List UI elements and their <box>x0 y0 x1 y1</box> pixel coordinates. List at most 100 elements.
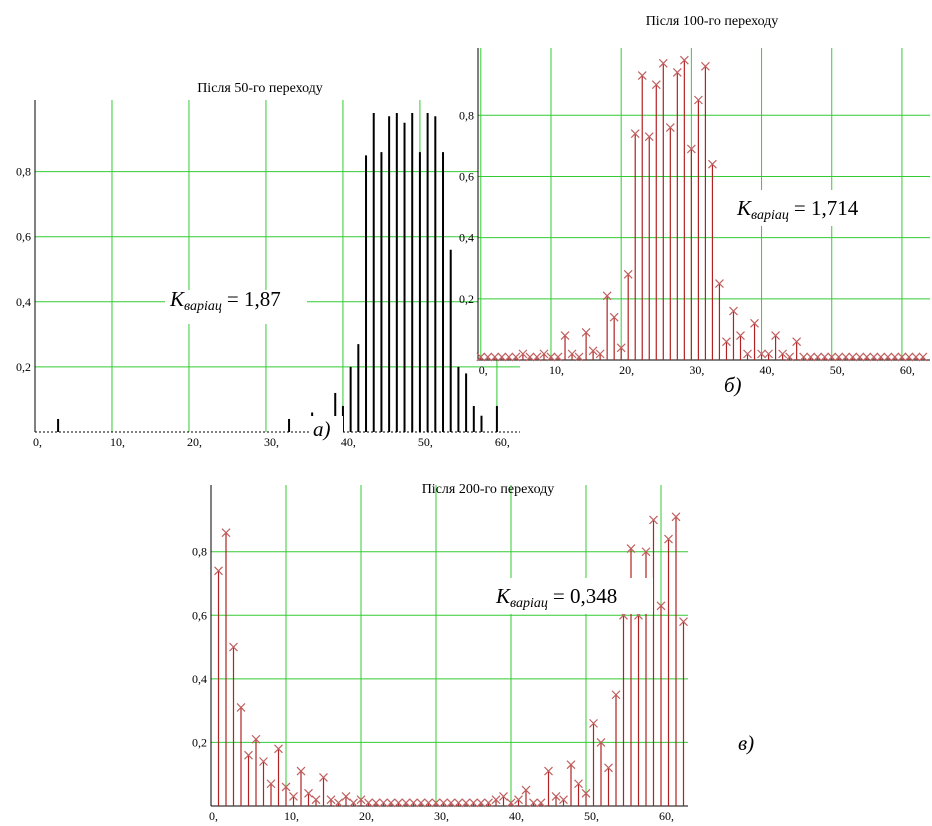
stem-marker <box>349 798 358 808</box>
stem-marker <box>461 798 471 808</box>
annotation-subscript: варіац <box>510 596 548 611</box>
annotation-value: = 0,348 <box>553 584 617 608</box>
stem-marker <box>506 798 516 808</box>
stem-marker <box>869 352 879 362</box>
annotation-box <box>478 578 653 614</box>
x-tick-label: 30, <box>434 809 449 823</box>
stem-marker <box>890 352 900 362</box>
stem-marker <box>439 798 448 808</box>
stem-marker <box>401 798 411 808</box>
stem-marker <box>799 352 809 362</box>
stem-marker <box>559 795 568 805</box>
chart-title: Після 200-го переходу <box>422 482 555 497</box>
stem-marker <box>686 144 696 154</box>
annotation-value: = 1,714 <box>794 196 859 220</box>
stem-marker <box>649 515 658 525</box>
panel-label: б) <box>724 373 742 397</box>
annotation-box <box>732 190 892 226</box>
stem-marker <box>490 352 500 362</box>
plot-background <box>35 100 520 432</box>
stem-marker <box>532 352 542 362</box>
stem-marker <box>693 95 703 105</box>
annotation-symbol: K <box>495 584 511 608</box>
stem-marker <box>778 349 788 359</box>
x-tick-label: 50, <box>418 435 433 449</box>
stem-marker <box>729 306 738 316</box>
stem-marker <box>236 703 246 712</box>
y-tick-label: 0,4 <box>16 295 31 309</box>
stem-marker <box>574 779 583 789</box>
stem-marker <box>700 61 710 71</box>
stem-marker <box>311 795 321 805</box>
stem-marker <box>518 349 528 359</box>
stem-marker <box>214 566 223 576</box>
stem-marker <box>521 785 531 795</box>
y-tick-label: 0,4 <box>192 672 207 686</box>
stem-marker <box>229 642 238 652</box>
stem-marker <box>416 798 426 808</box>
annotation-subscript: варіац <box>751 208 789 223</box>
stem-marker <box>904 352 914 362</box>
stem-marker <box>813 352 823 362</box>
stem-marker <box>326 795 336 805</box>
stem-marker <box>221 528 231 538</box>
x-tick-label: 10, <box>284 809 299 823</box>
stem-marker <box>431 798 441 808</box>
stem-marker <box>289 792 298 801</box>
stem-marker <box>551 792 561 801</box>
stem-marker <box>841 352 851 362</box>
panel-label: в) <box>738 731 754 755</box>
stem-marker <box>743 349 752 359</box>
stem-marker <box>529 798 538 808</box>
stem-marker <box>651 80 661 90</box>
stem-marker <box>862 352 872 362</box>
stem-marker <box>792 337 802 347</box>
x-tick-label: 20, <box>187 435 202 449</box>
stem-marker <box>750 318 759 328</box>
stem-marker <box>574 352 584 362</box>
annotation: Kваріац = 1,87 <box>169 287 281 314</box>
stem-marker <box>476 352 486 362</box>
x-tick-label: 40, <box>341 435 356 449</box>
stem-marker <box>560 331 570 340</box>
stem-marker <box>259 757 268 766</box>
annotation: Kваріац = 1,714 <box>736 196 859 223</box>
stem-marker <box>553 352 563 362</box>
x-tick-label: 0, <box>209 809 218 823</box>
stem-marker <box>658 58 668 68</box>
stem-marker <box>820 352 830 362</box>
stem-marker <box>371 798 381 808</box>
annotation-symbol: K <box>169 287 185 311</box>
x-tick-label: 60, <box>900 363 915 377</box>
chart-title: Після 100-го переходу <box>646 14 779 29</box>
stem-marker <box>386 798 396 808</box>
stem-marker <box>644 132 654 142</box>
stem-marker <box>834 352 844 362</box>
stem-marker <box>596 738 606 747</box>
stem-marker <box>918 352 928 362</box>
stem-marker <box>491 795 501 805</box>
y-tick-label: 0,6 <box>16 230 31 244</box>
stem-marker <box>757 349 766 359</box>
stem-marker <box>764 349 773 359</box>
stem-marker <box>611 690 621 700</box>
x-tick-label: 10, <box>110 435 125 449</box>
stem-marker <box>626 544 636 553</box>
panel-label-box <box>309 416 343 442</box>
y-tick-label: 0,4 <box>459 231 474 245</box>
stem-marker <box>672 68 682 77</box>
x-tick-label: 10, <box>549 363 564 377</box>
y-tick-label: 0,6 <box>192 608 207 622</box>
stem-marker <box>911 352 921 362</box>
stem-marker <box>409 798 418 808</box>
stem-marker <box>484 798 493 808</box>
chart-panel: 0, 10, 20, 30, 40, 50, 60, 0,2 0,4 0,6 0,8 Після 10… <box>459 14 930 398</box>
stem-marker <box>848 352 858 362</box>
stem-marker <box>581 788 591 798</box>
stem-marker <box>499 792 508 801</box>
stem-marker <box>251 734 261 744</box>
stem-marker <box>604 763 613 773</box>
stem-marker <box>525 352 535 362</box>
chart-title: Після 50-го переходу <box>197 81 323 96</box>
